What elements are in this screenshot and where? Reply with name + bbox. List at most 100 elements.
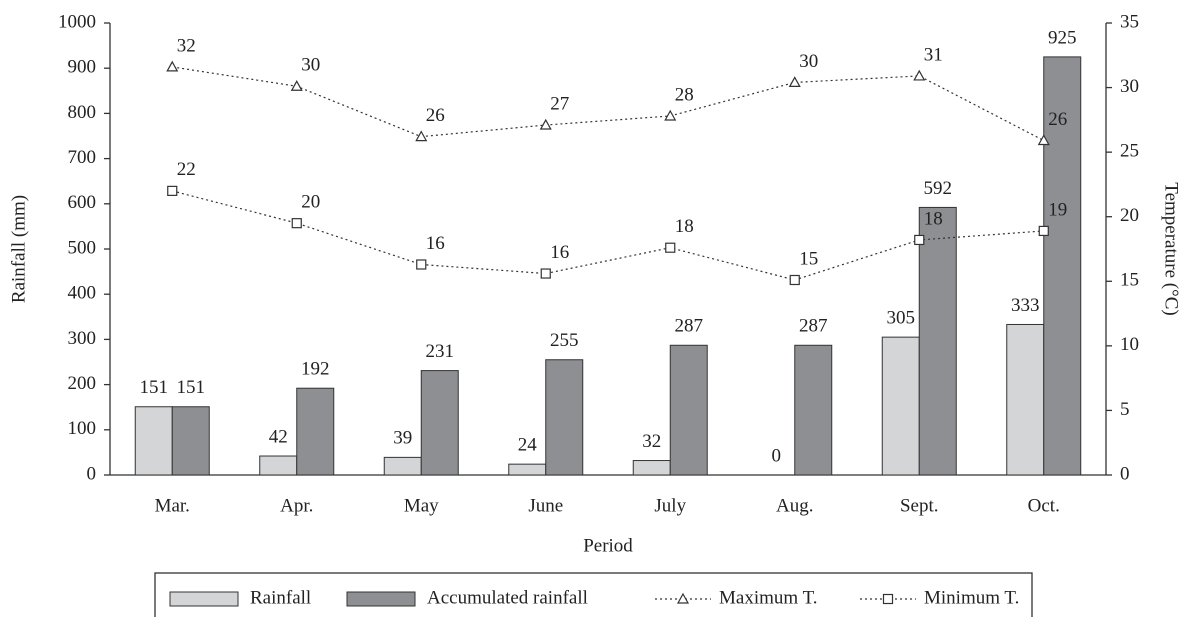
y2-axis-label: Temperature (°C) <box>1161 182 1182 315</box>
bar <box>794 344 833 476</box>
legend-label: Accumulated rainfall <box>427 587 588 608</box>
y2-tick-label: 20 <box>1120 205 1139 226</box>
bar <box>1043 56 1082 476</box>
bar <box>545 359 584 476</box>
x-tick-label: July <box>654 495 686 516</box>
y-tick-label: 100 <box>68 418 97 439</box>
x-tick-label: May <box>404 495 439 516</box>
x-tick-label: Oct. <box>1028 495 1060 516</box>
y-tick-label: 300 <box>68 328 97 349</box>
y-tick-label: 900 <box>68 57 97 78</box>
marker <box>166 60 179 72</box>
legend-box <box>154 572 1033 617</box>
marker <box>291 218 302 229</box>
marker <box>665 242 676 253</box>
y-axis-label: Rainfall (mm) <box>8 195 29 303</box>
data-label: 18 <box>924 208 943 229</box>
data-label: 192 <box>301 359 330 380</box>
x-tick-label: Aug. <box>776 495 813 516</box>
data-label: 16 <box>426 233 445 254</box>
marker <box>290 80 303 91</box>
bar <box>669 344 708 476</box>
marker <box>415 130 428 142</box>
bar <box>134 406 173 476</box>
data-label: 26 <box>1048 109 1067 130</box>
data-label: 26 <box>426 105 445 126</box>
data-label: 31 <box>924 44 943 65</box>
x-tick-label: Apr. <box>280 495 313 516</box>
data-label: 42 <box>269 426 288 447</box>
y-tick-label: 600 <box>68 192 97 213</box>
marker <box>914 234 925 246</box>
data-label: 39 <box>393 428 412 449</box>
marker <box>416 259 427 270</box>
legend-swatch <box>346 591 416 607</box>
y-tick-label: 0 <box>87 463 97 484</box>
data-label: 287 <box>799 316 828 337</box>
line <box>172 66 1045 142</box>
data-label: 592 <box>924 178 953 199</box>
y2-tick-label: 35 <box>1120 11 1139 32</box>
y2-tick-label: 10 <box>1120 334 1139 355</box>
bar <box>918 206 957 476</box>
bar <box>881 336 920 476</box>
y2-tick-label: 30 <box>1120 76 1139 97</box>
data-label: 28 <box>675 84 694 105</box>
data-label: 20 <box>301 192 320 213</box>
bar <box>632 460 671 476</box>
data-label: 925 <box>1048 27 1077 48</box>
legend-label: Minimum T. <box>924 587 1019 608</box>
bar <box>420 370 459 476</box>
marker <box>539 118 552 130</box>
y-tick-label: 500 <box>68 237 97 258</box>
legend-marker <box>882 593 894 605</box>
data-label: 24 <box>518 435 538 456</box>
data-label: 32 <box>642 431 661 452</box>
bar <box>1006 323 1045 476</box>
marker <box>1038 225 1049 237</box>
data-label: 32 <box>177 35 196 56</box>
bar <box>171 406 210 476</box>
data-label: 287 <box>675 316 704 337</box>
legend-marker <box>676 592 690 604</box>
data-label: 15 <box>799 248 818 269</box>
bar <box>259 455 298 476</box>
data-label: 30 <box>301 55 320 76</box>
data-label: 0 <box>772 445 782 466</box>
marker <box>167 185 178 196</box>
data-label: 333 <box>1011 295 1040 316</box>
data-label: 231 <box>426 341 455 362</box>
data-label: 255 <box>550 330 579 351</box>
x-tick-label: Sept. <box>900 495 939 516</box>
data-label: 305 <box>887 307 916 328</box>
x-axis-label: Period <box>583 535 633 556</box>
legend-label: Rainfall <box>250 587 311 608</box>
y2-tick-label: 5 <box>1120 399 1130 420</box>
data-label: 151 <box>140 377 169 398</box>
data-label: 18 <box>675 216 694 237</box>
x-tick-label: June <box>528 495 563 516</box>
data-label: 22 <box>177 159 196 180</box>
y-tick-label: 1000 <box>58 11 96 32</box>
marker <box>1037 134 1050 146</box>
marker <box>789 274 800 286</box>
data-label: 151 <box>177 377 206 398</box>
data-label: 19 <box>1048 199 1067 220</box>
bar <box>296 387 335 476</box>
marker <box>913 69 926 81</box>
marker <box>540 268 551 279</box>
x-tick-label: Mar. <box>155 495 190 516</box>
y2-tick-label: 15 <box>1120 270 1139 291</box>
y-tick-label: 800 <box>68 102 97 123</box>
y-tick-label: 200 <box>68 373 97 394</box>
y-tick-label: 400 <box>68 283 97 304</box>
data-label: 16 <box>550 242 569 263</box>
y-tick-label: 700 <box>68 147 97 168</box>
y2-tick-label: 0 <box>1120 463 1130 484</box>
marker <box>664 109 677 121</box>
data-label: 30 <box>799 51 818 72</box>
bar <box>508 463 547 476</box>
legend-swatch <box>169 591 239 607</box>
